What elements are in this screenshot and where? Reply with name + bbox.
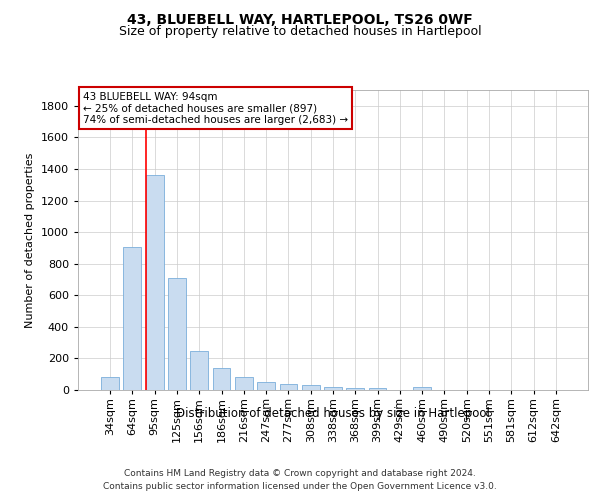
Bar bbox=[212, 368, 230, 390]
Bar bbox=[146, 176, 164, 390]
Text: Contains HM Land Registry data © Crown copyright and database right 2024.: Contains HM Land Registry data © Crown c… bbox=[124, 468, 476, 477]
Y-axis label: Number of detached properties: Number of detached properties bbox=[25, 152, 35, 328]
Bar bbox=[368, 388, 386, 390]
Bar bbox=[413, 387, 431, 390]
Bar bbox=[346, 388, 364, 390]
Text: 43, BLUEBELL WAY, HARTLEPOOL, TS26 0WF: 43, BLUEBELL WAY, HARTLEPOOL, TS26 0WF bbox=[127, 12, 473, 26]
Text: Contains public sector information licensed under the Open Government Licence v3: Contains public sector information licen… bbox=[103, 482, 497, 491]
Bar bbox=[124, 247, 142, 390]
Bar bbox=[101, 376, 119, 390]
Text: Distribution of detached houses by size in Hartlepool: Distribution of detached houses by size … bbox=[176, 408, 490, 420]
Bar bbox=[190, 351, 208, 390]
Bar bbox=[235, 376, 253, 390]
Bar bbox=[257, 382, 275, 390]
Text: 43 BLUEBELL WAY: 94sqm
← 25% of detached houses are smaller (897)
74% of semi-de: 43 BLUEBELL WAY: 94sqm ← 25% of detached… bbox=[83, 92, 348, 124]
Text: Size of property relative to detached houses in Hartlepool: Size of property relative to detached ho… bbox=[119, 25, 481, 38]
Bar bbox=[302, 386, 320, 390]
Bar bbox=[280, 384, 298, 390]
Bar bbox=[324, 387, 342, 390]
Bar bbox=[168, 278, 186, 390]
